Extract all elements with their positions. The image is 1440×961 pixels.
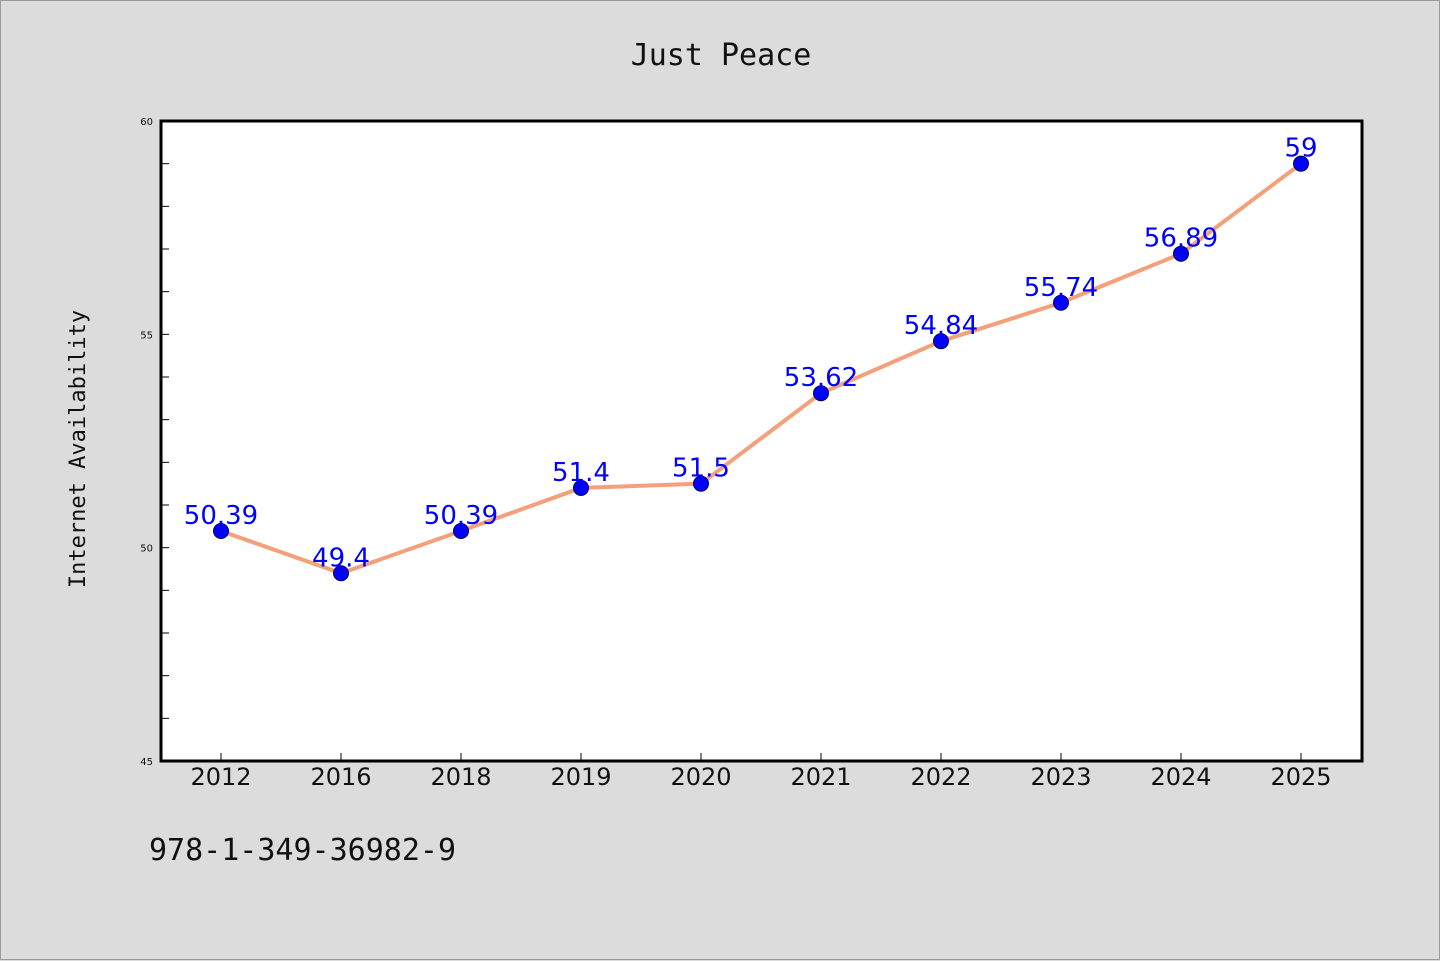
- data-point: [1173, 245, 1189, 262]
- x-tick-label: 2022: [910, 763, 971, 791]
- x-tick-label: 2018: [430, 763, 491, 791]
- x-tick-label: 2024: [1150, 763, 1211, 791]
- data-label: 51.4: [552, 458, 610, 488]
- y-tick-label: 60: [140, 117, 153, 128]
- data-point: [573, 479, 589, 496]
- x-tick-label: 2021: [790, 763, 851, 791]
- y-tick-label: 45: [140, 757, 153, 768]
- y-tick-label: 50: [140, 544, 153, 555]
- y-tick-label: 55: [140, 330, 153, 341]
- data-label: 53.62: [784, 363, 858, 393]
- data-label: 51.5: [672, 454, 730, 484]
- data-point: [693, 475, 709, 492]
- x-tick-label: 2016: [310, 763, 371, 791]
- data-point: [1293, 155, 1309, 172]
- plot-frame: [159, 119, 1364, 763]
- series-line: [219, 161, 1303, 576]
- data-label: 59: [1284, 134, 1317, 164]
- data-label: 54.84: [904, 311, 978, 341]
- data-label: 50.39: [424, 501, 498, 531]
- x-tick-label: 2023: [1030, 763, 1091, 791]
- chart-title: Just Peace: [631, 38, 812, 73]
- data-label: 55.74: [1024, 273, 1098, 303]
- plot-area: [161, 121, 1362, 761]
- data-point: [933, 333, 949, 350]
- axis-ticks: 45 50 55 60 2012 2016 2018 2019 2020 2021 2022 2023…: [140, 117, 1331, 791]
- data-label: 56.89: [1144, 224, 1218, 254]
- x-tick-label: 2012: [190, 763, 251, 791]
- x-tick-label: 2019: [550, 763, 611, 791]
- data-point: [453, 523, 469, 540]
- data-point: [333, 565, 349, 582]
- data-label: 50.39: [184, 501, 258, 531]
- data-point: [813, 385, 829, 402]
- x-tick-label: 2020: [670, 763, 731, 791]
- data-label: 49.4: [312, 543, 370, 573]
- y-axis-label: Internet Availability: [66, 310, 91, 588]
- x-tick-label: 2025: [1270, 763, 1331, 791]
- data-point: [1053, 294, 1069, 311]
- data-point: [213, 523, 229, 540]
- series-layer: 50.39 49.4 50.39 51.4 51.5 53.62 54.84 55.74 56.…: [184, 134, 1318, 582]
- isbn-footnote: 978-1-349-36982-9: [149, 833, 457, 868]
